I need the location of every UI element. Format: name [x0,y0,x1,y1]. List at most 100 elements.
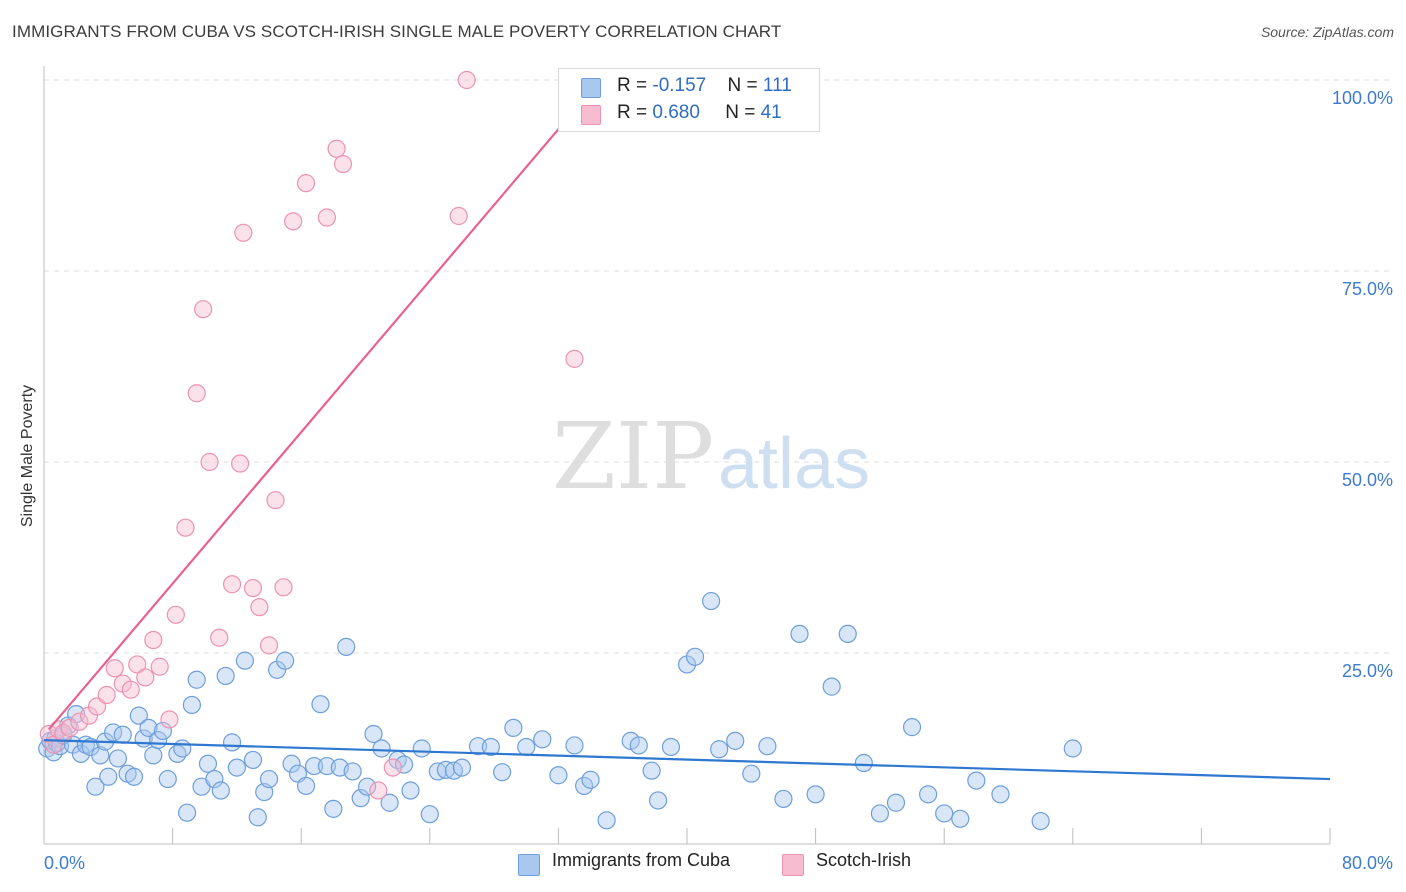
legend-label: Scotch-Irish [816,850,912,870]
data-point-cuba [144,746,163,765]
data-point-cuba [222,733,242,752]
data-point-cuba [886,793,906,812]
r-value: 0.680 [652,102,700,123]
data-point-scotch-irish [176,518,195,537]
data-point-cuba [452,758,472,777]
axes [43,66,1331,845]
data-point-scotch-irish [296,174,316,193]
chart-title: IMMIGRANTS FROM CUBA VS SCOTCH-IRISH SIN… [12,22,782,41]
data-point-scotch-irish [284,212,303,231]
data-point-cuba [742,764,761,783]
data-point-scotch-irish [234,223,253,242]
legend-swatch-blue [518,854,540,876]
data-point-cuba [504,718,523,737]
series-scotch-irish-points [39,70,584,800]
data-point-cuba [394,755,414,774]
legend-swatch-pink [581,105,601,125]
data-point-cuba [86,777,105,796]
legend-swatch-blue [581,78,601,98]
n-value: 111 [762,75,792,96]
data-point-cuba [139,718,158,737]
data-point-cuba [248,808,267,827]
n-label: N = [725,102,761,123]
r-label: R = [617,102,653,123]
data-point-cuba [685,647,705,666]
data-point-scotch-irish [136,668,155,687]
data-point-scotch-irish [128,655,147,674]
y-tick-label: 100.0% [1332,88,1393,108]
series-legend: Immigrants from Cuba Scotch-Irish [0,850,1406,878]
r-label: R = [617,75,653,96]
y-tick-label: 25.0% [1342,661,1393,681]
data-point-cuba [991,785,1010,804]
data-point-cuba [99,767,118,786]
data-point-cuba [358,777,377,796]
data-point-cuba [533,730,552,749]
data-point-scotch-irish [121,680,140,699]
legend-row-scotch-irish: R = 0.680 N = 41 [581,102,782,126]
tick-labels: 25.0% 50.0% 75.0% 100.0% 0.0% 80.0% [44,88,1393,873]
data-point-scotch-irish [250,598,269,617]
data-point-cuba [401,781,420,800]
data-point-cuba [243,750,263,770]
data-point-scotch-irish [457,70,476,90]
data-point-cuba [468,737,488,756]
data-point-cuba [177,803,197,822]
data-point-cuba [129,706,148,725]
data-point-cuba [774,789,793,809]
data-point-scotch-irish [259,636,279,655]
data-point-cuba [661,737,681,757]
data-point-scotch-irish [266,491,285,510]
data-point-cuba [420,805,439,824]
data-point-cuba [182,695,201,715]
data-point-cuba [902,718,922,737]
data-point-scotch-irish [317,208,337,227]
data-point-cuba [282,754,301,773]
data-point-cuba [806,785,825,804]
watermark-zip: ZIP [552,403,714,510]
data-point-cuba [351,789,370,808]
data-point-cuba [565,736,584,755]
data-point-cuba [790,624,809,644]
legend-label: Immigrants from Cuba [552,850,731,870]
data-point-cuba [372,739,391,758]
data-point-cuba [838,624,857,644]
data-point-scotch-irish [60,718,79,737]
data-point-scotch-irish [231,454,250,473]
data-point-scotch-irish [144,630,163,650]
source-label: Source: ZipAtlas.com [1260,24,1394,40]
data-point-cuba [259,769,279,789]
data-point-cuba [549,766,568,785]
data-point-cuba [364,724,383,744]
data-point-cuba [629,736,648,755]
data-point-cuba [517,737,536,757]
trend-line-scotch-irish [47,79,602,731]
data-point-cuba [1063,739,1082,758]
data-point-scotch-irish [166,605,185,624]
r-value: -0.157 [652,75,707,96]
data-point-cuba [702,591,721,611]
data-point-cuba [493,763,512,782]
data-point-scotch-irish [369,781,388,800]
y-tick-label: 50.0% [1342,470,1393,490]
data-point-cuba [198,754,218,773]
data-point-scotch-irish [333,154,353,174]
data-point-cuba [91,746,110,765]
data-point-cuba [337,637,356,656]
data-point-scotch-irish [274,578,293,597]
data-point-cuba [153,721,173,741]
x-tick-label: 0.0% [44,853,85,873]
watermark-atlas: atlas [718,424,870,504]
data-point-cuba [412,739,431,758]
data-point-scotch-irish [105,659,124,678]
data-point-scotch-irish [327,139,346,158]
data-point-cuba [276,651,295,670]
data-point-scotch-irish [160,710,179,729]
data-point-cuba [870,804,890,823]
data-point-scotch-irish [187,384,206,403]
data-point-cuba [124,767,144,786]
legend-row-cuba: R = -0.157 N = 111 [581,75,792,99]
data-point-cuba [380,793,399,812]
data-point-scotch-irish [565,349,584,368]
